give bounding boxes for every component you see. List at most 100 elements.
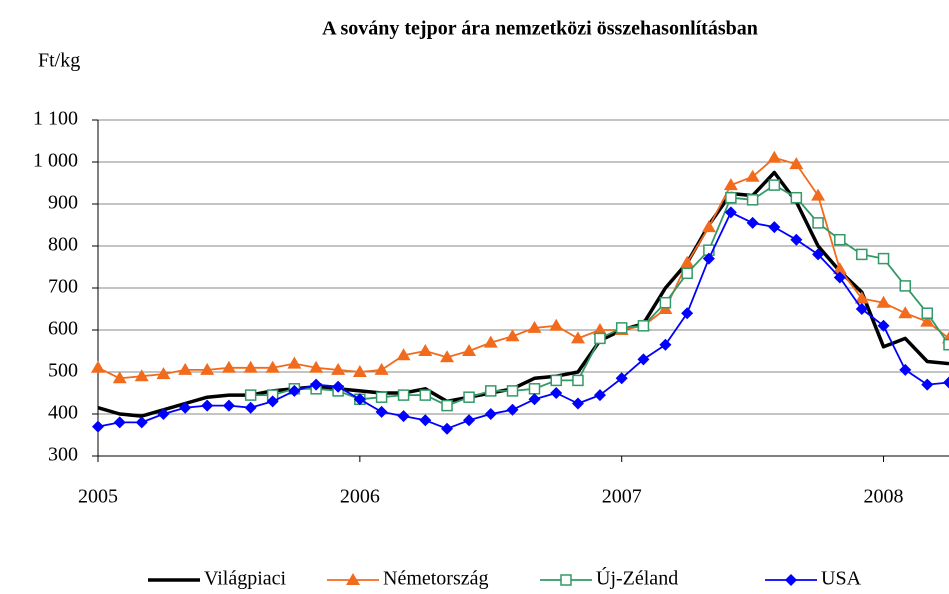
x-tick-label: 2006 xyxy=(340,486,380,508)
marker xyxy=(723,178,738,191)
y-tick-label: 400 xyxy=(48,402,78,424)
marker xyxy=(135,416,148,429)
marker xyxy=(528,393,541,406)
marker xyxy=(397,410,410,423)
marker xyxy=(331,362,346,375)
y-tick-label: 300 xyxy=(48,444,78,466)
marker xyxy=(134,369,149,382)
marker xyxy=(833,271,846,284)
marker xyxy=(790,191,803,204)
series-line xyxy=(97,211,949,430)
x-tick-label: 2008 xyxy=(864,486,904,508)
marker xyxy=(441,422,454,435)
marker xyxy=(594,332,606,345)
marker xyxy=(920,314,935,327)
series-line xyxy=(97,156,949,380)
marker xyxy=(768,179,781,191)
marker xyxy=(222,399,235,412)
marker xyxy=(572,374,584,387)
marker xyxy=(201,399,214,412)
marker xyxy=(680,255,695,268)
marker xyxy=(352,365,367,377)
marker xyxy=(856,248,868,261)
marker xyxy=(506,385,519,397)
marker xyxy=(943,338,949,351)
x-tick-label: 2005 xyxy=(78,486,118,508)
marker xyxy=(637,353,650,366)
legend-marker xyxy=(560,574,572,586)
marker xyxy=(91,360,105,373)
marker xyxy=(375,391,388,403)
marker xyxy=(440,350,455,363)
marker xyxy=(854,291,869,304)
marker xyxy=(419,389,432,401)
marker xyxy=(746,194,759,206)
marker xyxy=(396,348,411,361)
marker xyxy=(943,376,949,389)
marker xyxy=(243,360,258,373)
y-axis-label: Ft/kg xyxy=(38,50,80,72)
marker xyxy=(921,307,934,319)
marker xyxy=(898,306,913,319)
marker xyxy=(876,295,891,308)
marker xyxy=(789,157,804,170)
legend-label: Új-Zéland xyxy=(596,566,678,590)
marker xyxy=(505,329,520,342)
marker xyxy=(725,191,737,204)
marker xyxy=(418,344,433,356)
marker xyxy=(877,319,890,332)
y-tick-label: 800 xyxy=(48,234,78,256)
marker xyxy=(113,416,126,429)
marker xyxy=(266,395,279,408)
marker xyxy=(592,323,607,335)
marker xyxy=(157,408,170,420)
marker xyxy=(463,414,476,427)
legend-marker xyxy=(785,574,797,586)
y-tick-label: 1 000 xyxy=(33,150,78,172)
marker xyxy=(463,391,475,403)
marker xyxy=(483,335,498,348)
marker xyxy=(549,318,564,331)
marker xyxy=(570,331,585,344)
marker xyxy=(855,303,868,315)
marker xyxy=(178,362,193,375)
marker xyxy=(310,378,323,391)
marker xyxy=(681,267,693,280)
marker xyxy=(745,169,760,182)
y-tick-label: 500 xyxy=(48,360,78,382)
marker xyxy=(244,389,257,401)
marker xyxy=(832,262,847,275)
marker xyxy=(637,320,650,332)
marker xyxy=(812,248,825,261)
marker xyxy=(462,344,477,356)
marker xyxy=(200,362,215,375)
marker xyxy=(156,367,171,380)
marker xyxy=(746,216,759,229)
marker xyxy=(179,401,192,414)
marker xyxy=(441,399,453,412)
marker xyxy=(812,217,824,229)
chart-title: A sovány tejpor ára nemzetközi összehaso… xyxy=(322,18,758,40)
marker xyxy=(899,280,912,292)
marker xyxy=(834,233,846,246)
marker xyxy=(485,385,497,397)
legend-label: USA xyxy=(821,568,862,590)
marker xyxy=(899,363,912,376)
marker xyxy=(309,360,324,373)
marker xyxy=(375,405,388,418)
marker xyxy=(550,374,562,387)
marker xyxy=(419,414,432,427)
marker xyxy=(288,384,301,397)
marker xyxy=(790,233,803,246)
marker xyxy=(593,389,606,402)
marker xyxy=(221,360,236,373)
series-line xyxy=(250,184,949,407)
marker xyxy=(287,356,302,369)
marker xyxy=(724,206,737,219)
marker xyxy=(397,389,410,401)
marker xyxy=(921,378,934,391)
x-tick-label: 2007 xyxy=(602,486,642,508)
y-tick-label: 600 xyxy=(48,318,78,340)
series-line xyxy=(97,170,949,418)
marker xyxy=(701,220,716,233)
